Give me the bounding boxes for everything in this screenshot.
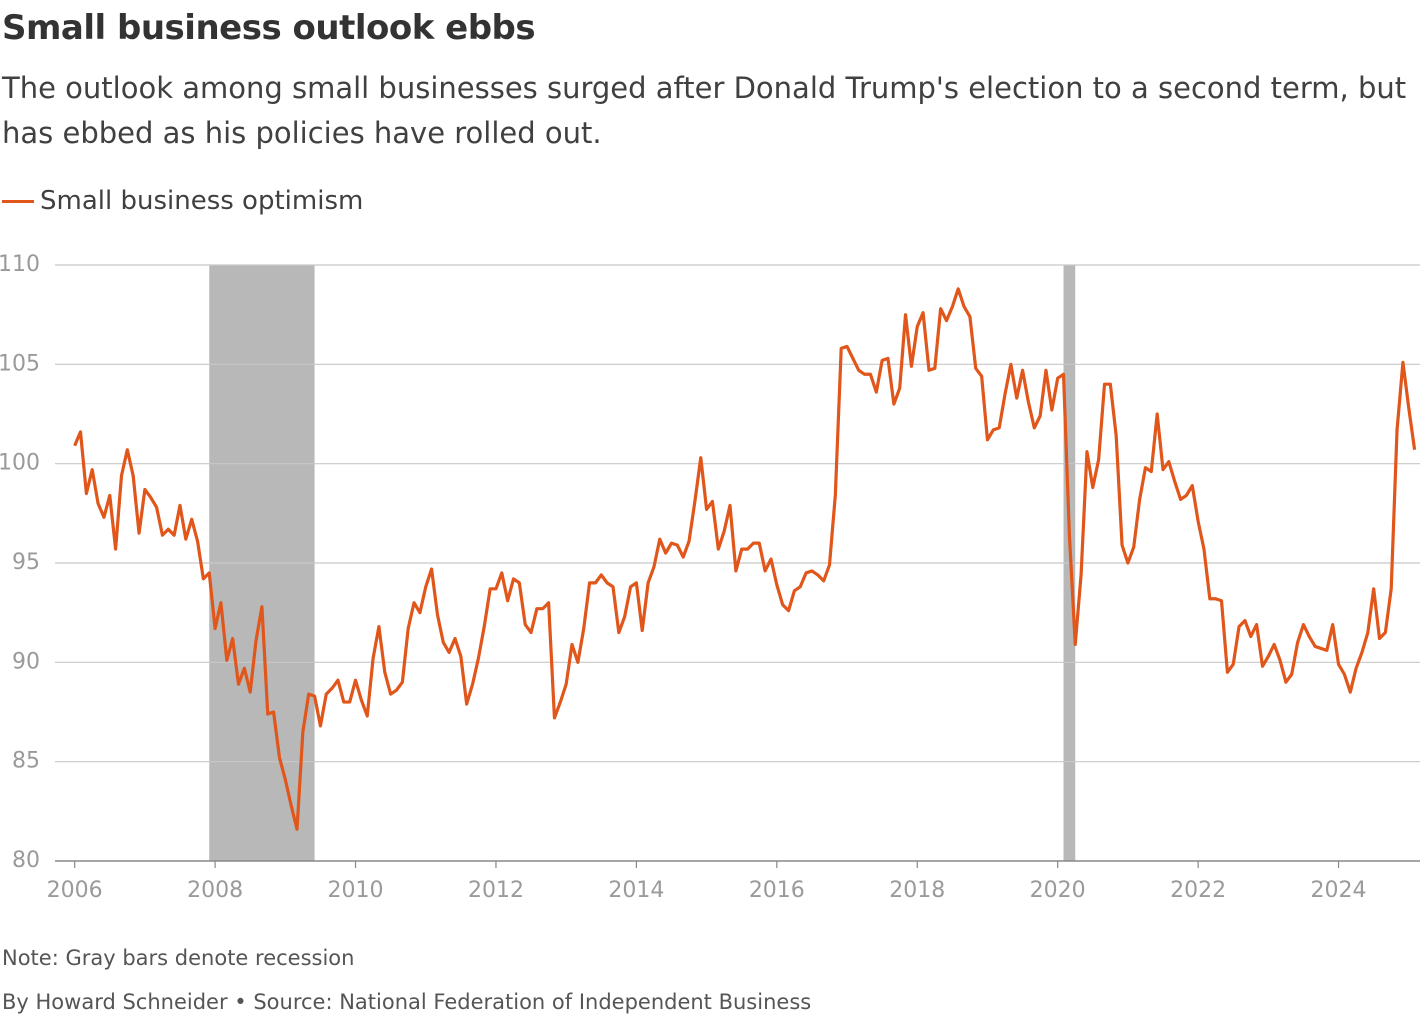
x-tick-label: 2016 — [749, 878, 805, 903]
y-tick-label: 95 — [12, 550, 40, 575]
x-tick-label: 2022 — [1170, 878, 1226, 903]
x-tick-label: 2006 — [47, 878, 103, 903]
y-tick-label: 110 — [0, 252, 40, 277]
source: By Howard Schneider • Source: National F… — [2, 990, 812, 1014]
legend-swatch — [2, 199, 34, 203]
data-line — [73, 287, 1417, 831]
x-tick-label: 2020 — [1030, 878, 1086, 903]
y-tick-label: 80 — [12, 848, 40, 873]
note: Note: Gray bars denote recession — [2, 946, 355, 970]
chart: 80 85 90 95 100 105 110 2006 2008 2010 2012 2014 201… — [0, 252, 1420, 903]
y-tick-label: 100 — [0, 451, 40, 476]
x-tick-label: 2018 — [889, 878, 945, 903]
y-tick-label: 90 — [12, 649, 40, 674]
x-tick-label: 2012 — [468, 878, 524, 903]
x-tick-label: 2014 — [608, 878, 664, 903]
y-tick-label: 85 — [12, 749, 40, 774]
chart-title: Small business outlook ebbs — [2, 8, 536, 48]
x-tick-label: 2024 — [1311, 878, 1367, 903]
y-tick-label: 105 — [0, 351, 40, 376]
legend-label: Small business optimism — [40, 186, 364, 216]
legend: Small business optimism — [2, 186, 363, 216]
x-tick-label: 2010 — [328, 878, 384, 903]
x-tick-label: 2008 — [187, 878, 243, 903]
chart-subtitle: The outlook among small businesses surge… — [2, 71, 1407, 150]
